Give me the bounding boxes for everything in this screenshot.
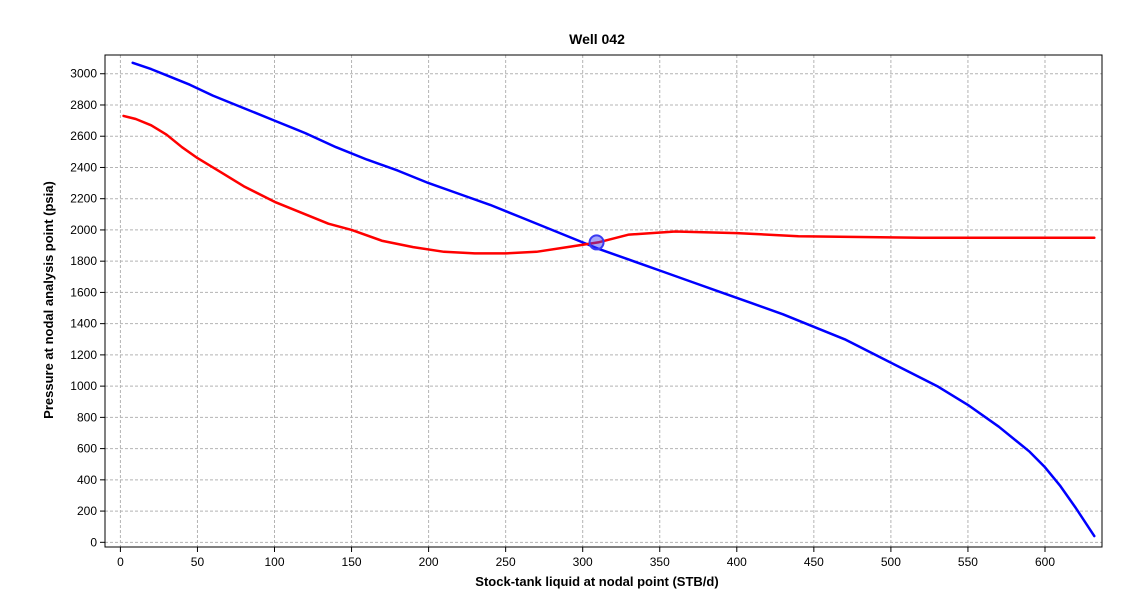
x-tick-label: 0 [117, 555, 124, 569]
grid-layer [105, 55, 1102, 547]
y-tick-label: 2200 [70, 192, 97, 206]
y-tick-label: 800 [77, 410, 97, 424]
x-tick-label: 300 [573, 555, 593, 569]
y-tick-label: 2600 [70, 129, 97, 143]
y-tick-label: 0 [90, 535, 97, 549]
y-tick-label: 1000 [70, 379, 97, 393]
y-tick-label: 2000 [70, 223, 97, 237]
x-tick-label: 400 [727, 555, 747, 569]
x-tick-layer: 0 50 100 150 200 250 300 350 400 450 500 550 600 [117, 547, 1055, 569]
x-tick-label: 500 [881, 555, 901, 569]
blue-curve-line [131, 61, 1096, 538]
series-layer [122, 61, 1096, 538]
y-axis-label: Pressure at nodal analysis point (psia) [41, 181, 56, 419]
x-tick-label: 250 [496, 555, 516, 569]
x-tick-label: 100 [264, 555, 284, 569]
red-curve-line [122, 114, 1096, 255]
x-tick-label: 450 [804, 555, 824, 569]
y-tick-label: 600 [77, 442, 97, 456]
y-tick-label: 1400 [70, 317, 97, 331]
operating-point-layer [588, 234, 605, 251]
x-tick-label: 350 [650, 555, 670, 569]
y-tick-label: 1800 [70, 254, 97, 268]
y-tick-label: 400 [77, 473, 97, 487]
x-tick-label: 150 [342, 555, 362, 569]
y-tick-layer: 0 200 400 600 800 1000 1200 1400 1600 1800 2000 220… [70, 67, 105, 549]
x-tick-label: 50 [191, 555, 205, 569]
plot-frame [104, 54, 1103, 548]
y-tick-label: 2800 [70, 98, 97, 112]
x-tick-label: 200 [419, 555, 439, 569]
y-tick-label: 2400 [70, 160, 97, 174]
operating-point-marker [588, 234, 605, 251]
chart-title: Well 042 [569, 31, 625, 47]
x-axis-label: Stock-tank liquid at nodal point (STB/d) [475, 574, 718, 589]
y-tick-label: 1600 [70, 285, 97, 299]
y-tick-label: 1200 [70, 348, 97, 362]
x-tick-label: 600 [1035, 555, 1055, 569]
y-tick-label: 200 [77, 504, 97, 518]
x-tick-label: 550 [958, 555, 978, 569]
y-tick-label: 3000 [70, 67, 97, 81]
